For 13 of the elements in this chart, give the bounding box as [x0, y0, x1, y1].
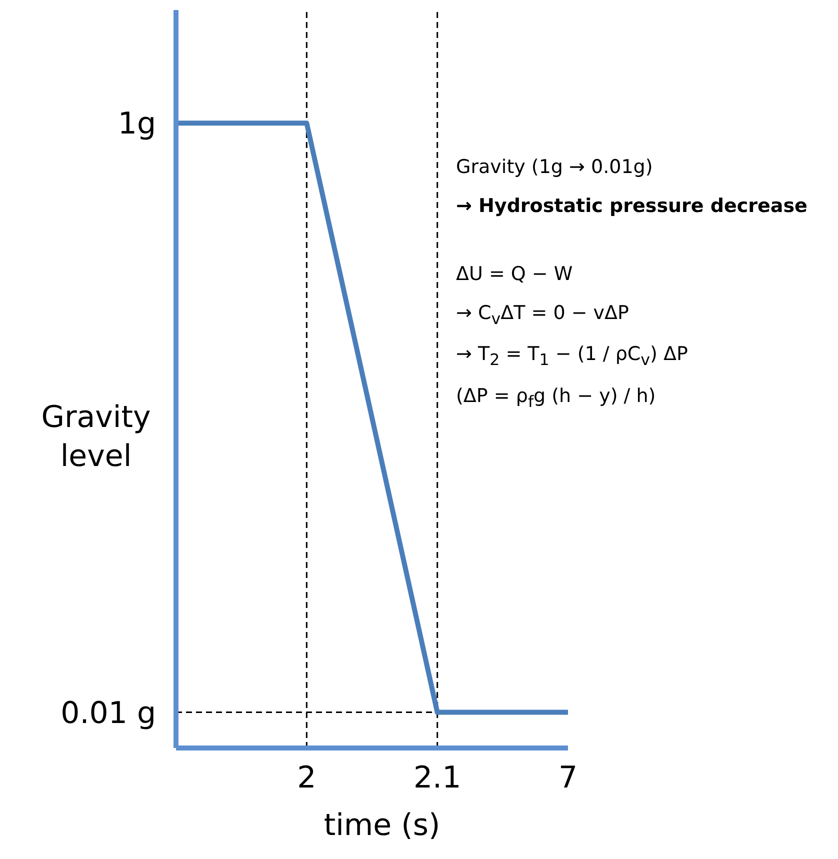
annotation: → C$_{v}$ΔT = 0 − vΔP: [456, 300, 630, 330]
x-tick-label: 2: [297, 760, 316, 796]
annotation: → T$_{2}$ = T$_{1}$ − (1 / ρC$_{v}$) ΔP: [456, 342, 689, 371]
annotation: ΔU = Q − W: [456, 262, 574, 287]
x-tick-label: 7: [558, 760, 578, 796]
x-axis-title: time (s): [322, 808, 442, 843]
annotation: → Hydrostatic pressure decrease: [456, 194, 808, 218]
x-tick-label: 2.1: [413, 760, 462, 796]
y-tick-label: 0.01 g: [60, 696, 156, 731]
annotation: (ΔP = ρ$_{f}$g (h − y) / h): [456, 384, 657, 412]
y-tick-label: 1g: [118, 106, 156, 142]
annotation: Gravity (1g → 0.01g): [456, 155, 654, 180]
y-axis-title: Gravity level: [40, 399, 152, 476]
